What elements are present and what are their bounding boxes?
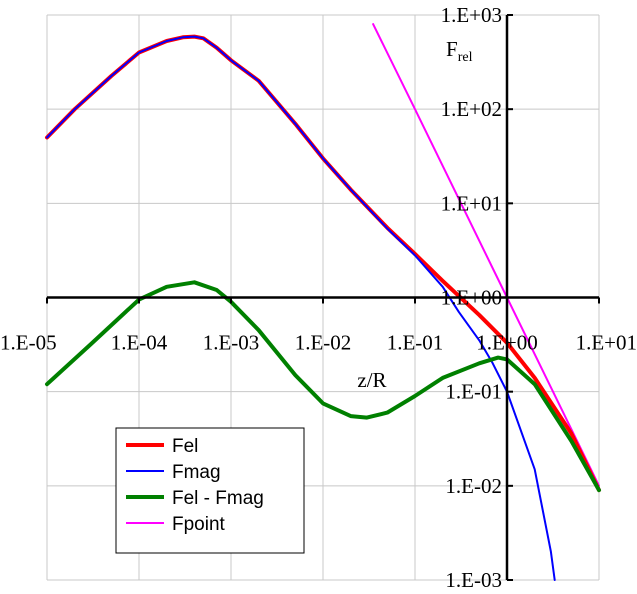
x-tick-label: 1.E-01	[387, 331, 444, 355]
y-tick-label: 1.E+00	[441, 286, 502, 310]
tick-labels: 1.E-05 1.E-04 1.E-03 1.E-02 1.E-01 1.E+00 1.E+…	[0, 3, 637, 592]
series-line-fmag	[46, 35, 556, 581]
axes	[46, 14, 600, 581]
y-axis-label-subscript: rel	[458, 50, 473, 65]
x-tick-label: 1.E-02	[295, 331, 352, 355]
x-axis-label: z/R	[357, 368, 386, 392]
y-axis-label: Frel	[446, 37, 473, 65]
series-line-fel-fmag	[45, 280, 601, 493]
x-tick-label: 1.E+00	[476, 331, 537, 355]
series-lines	[45, 23, 601, 581]
legend-label: Fel	[172, 436, 198, 457]
y-tick-label: 1.E+02	[441, 97, 502, 121]
legend: Fel Fmag Fel - Fmag Fpoint	[115, 427, 305, 554]
y-tick-label: 1.E-01	[445, 380, 502, 404]
x-tick-label: 1.E-04	[111, 331, 168, 355]
y-axis-label-main: F	[446, 37, 458, 61]
legend-label: Fel - Fmag	[172, 488, 264, 509]
x-tick-label: 1.E+01	[576, 331, 637, 355]
legend-label: Fmag	[172, 462, 221, 483]
x-tick-label: 1.E-03	[203, 331, 260, 355]
series-line-fpoint	[372, 23, 600, 487]
legend-label: Fpoint	[172, 514, 226, 535]
legend-box	[115, 427, 305, 554]
y-tick-label: 1.E+03	[441, 3, 502, 27]
y-tick-label: 1.E-03	[445, 568, 502, 592]
y-tick-label: 1.E-02	[445, 474, 502, 498]
y-tick-label: 1.E+01	[441, 191, 502, 215]
x-tick-label: 1.E-05	[0, 331, 57, 355]
